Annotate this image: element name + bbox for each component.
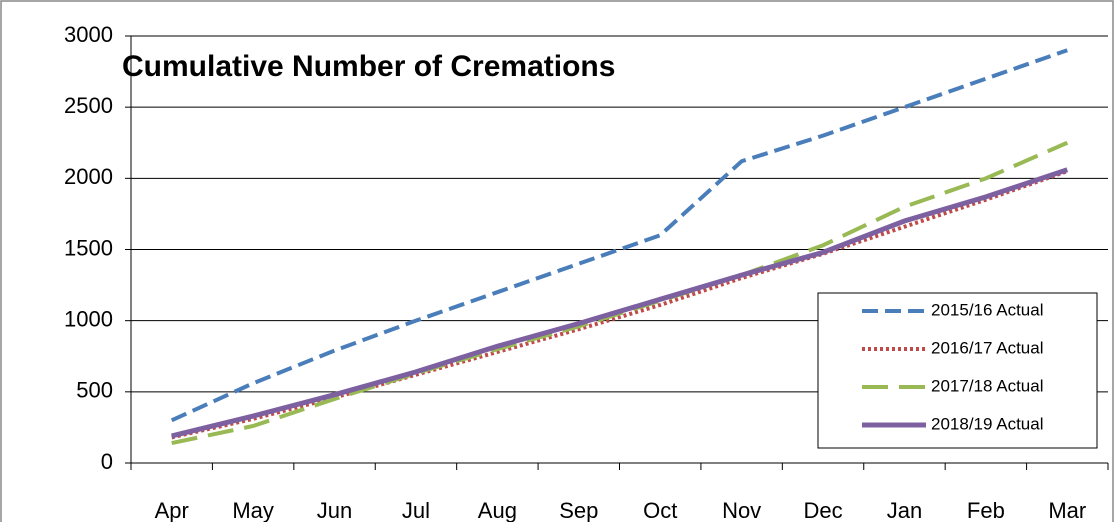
y-tick-label: 500 xyxy=(76,378,113,403)
y-tick-label: 1500 xyxy=(64,235,113,260)
legend-label: 2016/17 Actual xyxy=(931,338,1043,357)
x-tick-label: May xyxy=(232,498,274,522)
y-tick-label: 1000 xyxy=(64,306,113,331)
data-line xyxy=(171,167,1069,439)
y-tick-label: 3000 xyxy=(64,22,113,47)
x-tick-label: Sep xyxy=(559,498,598,522)
legend-label: 2015/16 Actual xyxy=(931,300,1043,319)
chart-title: Cumulative Number of Cremations xyxy=(122,50,615,83)
x-tick-label: Dec xyxy=(803,498,842,522)
y-tick-label: 2000 xyxy=(64,164,113,189)
x-tick-label: Jul xyxy=(402,498,430,522)
x-tick-label: Mar xyxy=(1048,498,1086,522)
y-tick-label: 2500 xyxy=(64,93,113,118)
legend-label: 2018/19 Actual xyxy=(931,414,1043,433)
legend: 2015/16 Actual 2016/17 Actual 2017/18 Actu… xyxy=(817,292,1098,449)
legend-label: 2017/18 Actual xyxy=(931,376,1043,395)
x-tick-label: Jan xyxy=(887,498,922,522)
x-tick-label: Jun xyxy=(317,498,352,522)
x-tick-label: Nov xyxy=(722,498,761,522)
x-tick-label: Aug xyxy=(478,498,517,522)
x-tick-label: Feb xyxy=(967,498,1005,522)
data-line xyxy=(171,169,1068,440)
y-tick-label: 0 xyxy=(101,449,113,474)
data-line xyxy=(170,48,1068,423)
x-tick-label: Oct xyxy=(643,498,677,522)
legend-box xyxy=(817,292,1098,449)
x-tick-label: Apr xyxy=(155,498,189,522)
